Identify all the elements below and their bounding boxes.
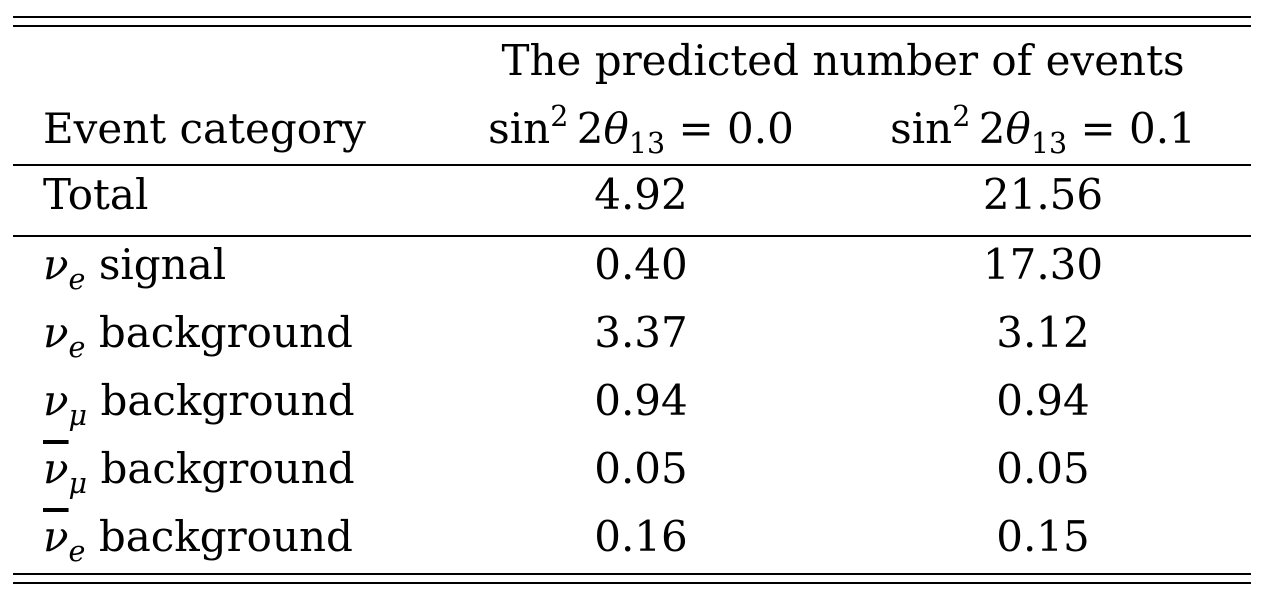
row-text: background: [98, 308, 353, 357]
header-theta-1-sub: 13: [1030, 125, 1068, 160]
row-value-theta-1: 0.94: [996, 376, 1090, 425]
header-event-category: Event category: [43, 104, 366, 153]
row-value-theta-1: 0.15: [996, 512, 1090, 561]
header-theta-0-value: = 0.0: [665, 104, 794, 153]
header-theta-1-symbol: θ: [1005, 104, 1031, 153]
total-label: Total: [43, 170, 149, 219]
header-theta-0-symbol: θ: [603, 104, 629, 153]
row-text: background: [100, 444, 355, 493]
top-rule-outer: [13, 16, 1251, 18]
row-label: νe background: [43, 308, 353, 361]
header-theta-1-func: sin: [890, 104, 953, 153]
row-subscript: μ: [68, 397, 88, 432]
header-theta-0-sub: 13: [628, 125, 666, 160]
row-value-theta-1: 0.05: [996, 444, 1090, 493]
row-symbol: ν: [43, 240, 69, 289]
header-theta-1-value: = 0.1: [1067, 104, 1196, 153]
total-value-theta-1: 21.56: [982, 170, 1104, 219]
bottom-rule-outer: [13, 582, 1251, 584]
row-text: signal: [98, 240, 227, 289]
bottom-rule-inner: [13, 573, 1251, 575]
row-text: background: [98, 512, 353, 561]
header-theta-1-coef: 2: [978, 104, 1006, 153]
row-symbol: ν: [43, 308, 69, 357]
header-group-label: The predicted number of events: [501, 36, 1185, 85]
row-value-theta-0: 0.94: [594, 376, 688, 425]
row-value-theta-0: 0.05: [594, 444, 688, 493]
row-value-theta-0: 0.16: [594, 512, 688, 561]
header-theta-1-exp: 2: [952, 98, 971, 133]
row-label: νe background: [43, 512, 353, 565]
row-symbol: ν: [43, 376, 69, 425]
header-theta-0-coef: 2: [576, 104, 604, 153]
row-subscript: μ: [68, 465, 88, 500]
row-value-theta-0: 3.37: [594, 308, 688, 357]
row-value-theta-1: 3.12: [996, 308, 1090, 357]
header-theta-1: sin2 2θ13 = 0.1: [863, 102, 1223, 158]
row-text: background: [100, 376, 355, 425]
row-symbol-bar: ν: [43, 512, 69, 561]
row-label: νμ background: [43, 376, 355, 429]
header-theta-0-exp: 2: [550, 98, 569, 133]
row-value-theta-0: 0.40: [594, 240, 688, 289]
row-label: νμ background: [43, 444, 355, 497]
top-rule-inner: [13, 25, 1251, 27]
header-theta-0-func: sin: [488, 104, 551, 153]
row-symbol-bar: ν: [43, 444, 69, 493]
row-subscript: e: [68, 261, 86, 296]
row-subscript: e: [68, 533, 86, 568]
row-label: νe signal: [43, 240, 227, 293]
total-rule: [13, 235, 1251, 237]
total-value-theta-0: 4.92: [594, 170, 688, 219]
header-theta-0: sin2 2θ13 = 0.0: [453, 102, 829, 158]
row-subscript: e: [68, 329, 86, 364]
header-rule: [13, 164, 1251, 166]
row-value-theta-1: 17.30: [982, 240, 1104, 289]
